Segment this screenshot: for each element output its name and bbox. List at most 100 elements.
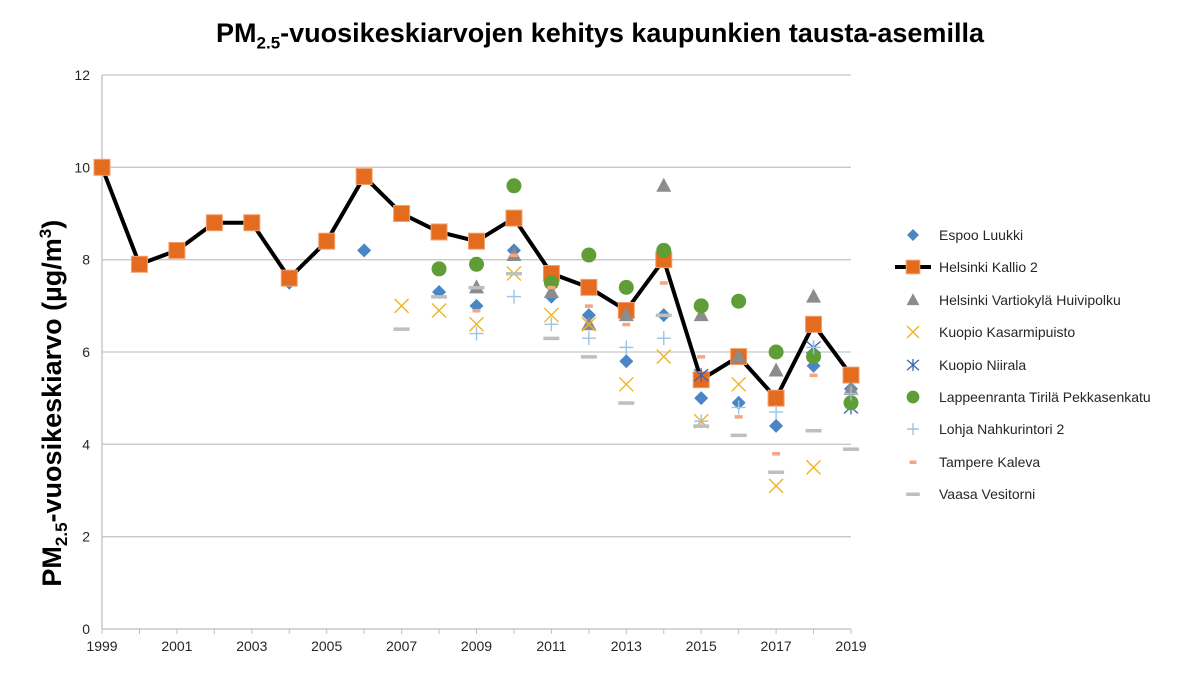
data-point-dash: [730, 433, 747, 438]
x-tick-label: 2013: [611, 638, 642, 654]
data-point-plus: [581, 331, 596, 346]
data-point-x: [656, 349, 672, 365]
data-point-dash: [547, 285, 556, 290]
legend-label: Espoo Luukki: [939, 227, 1024, 243]
data-point-plus: [769, 405, 784, 420]
data-point-circle: [768, 344, 784, 360]
x-tick-label: 2003: [236, 638, 267, 654]
data-point-circle: [693, 298, 709, 314]
data-point-dash: [622, 322, 631, 327]
y-tick-label: 4: [82, 436, 90, 452]
legend-item: Kuopio Kasarmipuisto: [895, 322, 1075, 342]
data-point-x: [731, 376, 747, 392]
data-point-square: [505, 209, 523, 227]
data-point-dash: [697, 355, 706, 359]
data-point-x: [469, 316, 484, 332]
data-point-x: [581, 316, 597, 332]
x-tick-label: 2001: [161, 638, 192, 654]
data-point-plus: [656, 331, 671, 346]
title-suffix: -vuosikeskiarvojen kehitys kaupunkien ta…: [280, 18, 984, 48]
data-point-dash: [659, 281, 668, 285]
legend-item: Tampere Kaleva: [895, 452, 1040, 472]
data-point-dash: [580, 355, 597, 359]
legend-marker: [906, 358, 920, 371]
data-point-plus: [907, 423, 919, 436]
data-point-plus: [731, 400, 746, 415]
data-point-triangle: [768, 362, 784, 377]
data-point-asterisk: [693, 368, 709, 383]
series-helsinki-vartiokyl-huivipolku: [469, 177, 859, 395]
data-point-x: [618, 376, 634, 392]
data-point-circle: [843, 395, 859, 411]
data-point-square: [580, 278, 598, 296]
legend-label: Kuopio Kasarmipuisto: [939, 324, 1076, 341]
data-point-dash: [772, 452, 781, 456]
x-tick-label: 2015: [686, 638, 717, 654]
data-point-square: [243, 214, 261, 232]
data-point-square: [468, 232, 485, 250]
data-point-x: [768, 478, 784, 494]
x-tick-label: 2007: [386, 638, 417, 654]
legend-label: Lohja Nahkurintori 2: [939, 421, 1065, 438]
series-tampere-kaleva: [472, 253, 818, 456]
series-kuopio-kasarmipuisto: [394, 266, 822, 494]
data-point-x: [394, 298, 410, 314]
data-point-triangle: [906, 292, 920, 305]
data-point-dash: [909, 460, 917, 464]
legend-marker: [895, 260, 931, 275]
data-point-dash: [768, 470, 785, 475]
legend-label: Helsinki Vartiokylä Huivipolku: [939, 291, 1121, 308]
y-tick-label: 12: [74, 67, 90, 83]
data-point-diamond: [619, 354, 634, 369]
data-point-triangle: [543, 283, 559, 298]
data-point-square: [805, 315, 823, 333]
title-prefix: PM: [216, 18, 257, 48]
data-point-circle: [618, 279, 634, 295]
data-point-dash: [693, 424, 710, 428]
data-point-triangle: [656, 177, 672, 192]
data-point-plus: [844, 386, 858, 401]
series-lohja-nahkurintori-2: [469, 289, 858, 429]
data-point-dash: [468, 285, 485, 290]
y-tick-label: 2: [82, 529, 90, 545]
data-point-diamond: [581, 308, 596, 323]
data-point-plus: [619, 340, 634, 355]
data-point-dash: [655, 313, 672, 318]
legend-marker: [906, 390, 920, 404]
data-point-dash: [543, 336, 560, 341]
y-tick-label: 8: [82, 252, 90, 268]
data-point-dash: [505, 272, 522, 276]
data-point-circle: [469, 256, 484, 272]
data-point-square: [130, 255, 148, 273]
data-point-circle: [581, 247, 597, 263]
data-point-triangle: [693, 307, 709, 322]
x-tick-label: 2005: [311, 638, 342, 654]
data-point-square: [280, 269, 298, 287]
chart-title: PM2.5-vuosikeskiarvojen kehitys kaupunki…: [0, 18, 1200, 53]
data-point-square: [842, 366, 860, 384]
x-tick-label: 2009: [461, 638, 492, 654]
data-point-x: [806, 459, 822, 475]
data-point-asterisk: [906, 358, 920, 371]
data-point-plus: [469, 326, 484, 341]
data-point-square: [355, 168, 373, 186]
title-subscript: 2.5: [256, 33, 281, 53]
legend-item: Espoo Luukki: [895, 225, 1023, 245]
data-point-circle: [506, 178, 522, 194]
data-point-triangle: [806, 288, 822, 303]
legend-label: Tampere Kaleva: [939, 453, 1041, 470]
legend-item: Kuopio Niirala: [895, 355, 1026, 375]
data-point-triangle: [618, 307, 634, 322]
series-lappeenranta-tiril-pekkasenkatu: [431, 178, 859, 411]
legend-marker: [909, 460, 917, 464]
data-point-circle: [906, 390, 920, 404]
data-point-triangle: [581, 316, 597, 331]
data-point-circle: [656, 242, 672, 258]
legend-item: Lohja Nahkurintori 2: [895, 419, 1064, 439]
data-point-square: [905, 260, 921, 275]
data-point-dash: [393, 327, 410, 331]
data-point-dash: [584, 304, 593, 308]
data-point-x: [431, 302, 447, 318]
data-point-square: [767, 389, 785, 407]
data-point-diamond: [357, 243, 372, 258]
